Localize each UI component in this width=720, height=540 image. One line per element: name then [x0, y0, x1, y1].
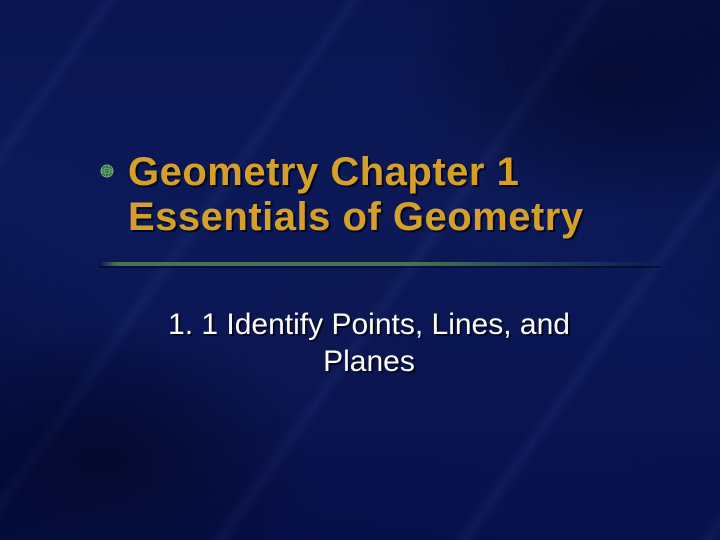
- slide: Geometry Chapter 1 Essentials of Geometr…: [0, 0, 720, 540]
- slide-content: Geometry Chapter 1 Essentials of Geometr…: [100, 150, 660, 381]
- title-block: Geometry Chapter 1 Essentials of Geometr…: [100, 150, 660, 240]
- title-underline: [100, 262, 660, 266]
- slide-subtitle: 1. 1 Identify Points, Lines, and Planes: [100, 306, 660, 381]
- slide-title: Geometry Chapter 1 Essentials of Geometr…: [128, 150, 660, 240]
- title-line-1: Geometry Chapter 1: [128, 150, 660, 195]
- title-line-2: Essentials of Geometry: [128, 195, 660, 240]
- globe-bullet-icon: [100, 164, 114, 178]
